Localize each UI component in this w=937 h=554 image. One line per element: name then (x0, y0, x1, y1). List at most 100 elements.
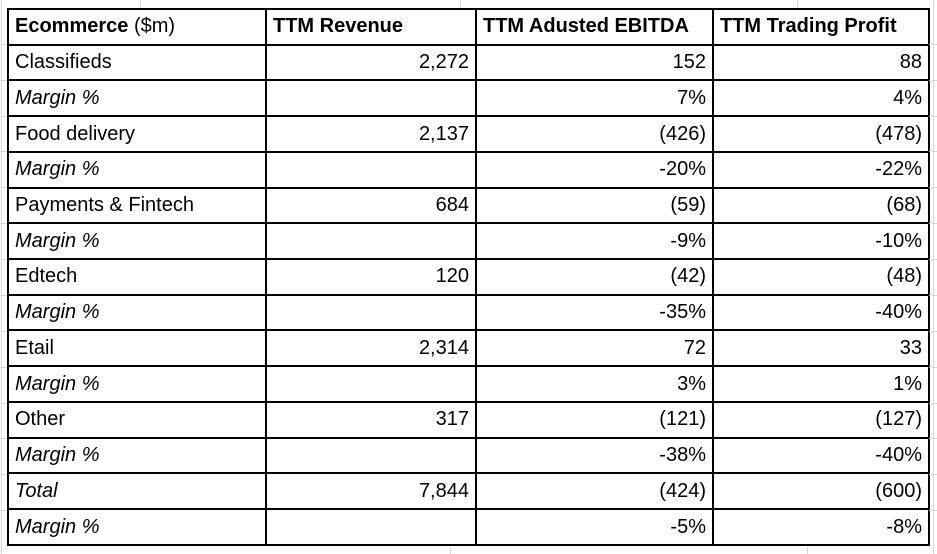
table-row-margin: Margin % -38% -40% (7, 436, 930, 475)
table-row-margin: Margin % -20% -22% (7, 150, 930, 189)
cell-profit: 33 (712, 329, 930, 368)
row-label: Payments & Fintech (7, 186, 267, 225)
gridline (0, 187, 7, 188)
row-label: Margin % (7, 365, 267, 403)
cell-profit: -8% (712, 508, 930, 546)
gridline (929, 295, 937, 296)
gridline (929, 44, 937, 45)
gridline (0, 403, 7, 404)
table-row-margin: Margin % 3% 1% (7, 365, 930, 403)
row-label: Other (7, 400, 267, 439)
cell-revenue (265, 508, 477, 546)
cell-revenue: 2,137 (265, 115, 477, 153)
gridline (0, 223, 7, 224)
cell-profit: -40% (712, 436, 930, 475)
gridline (929, 438, 937, 439)
cell-ebitda: -9% (475, 222, 714, 261)
row-label: Etail (7, 329, 267, 368)
gridline (929, 331, 937, 332)
gridline (929, 151, 937, 152)
header-bold-part: Ecommerce (15, 15, 129, 38)
gridline (0, 474, 7, 475)
table-row-margin: Margin % -5% -8% (7, 508, 930, 546)
row-label: Margin % (7, 222, 267, 261)
table-row-food-delivery: Food delivery 2,137 (426) (478) (7, 115, 930, 153)
cell-revenue: 2,272 (265, 43, 477, 82)
cell-profit: -40% (712, 293, 930, 332)
column-header-ttm-adusted-ebitda: TTM Adusted EBITDA (475, 8, 714, 46)
cell-ebitda: -5% (475, 508, 714, 546)
cell-ebitda: -38% (475, 436, 714, 475)
gridline (929, 187, 937, 188)
cell-profit: 1% (712, 365, 930, 403)
gridline (0, 295, 7, 296)
gridline (929, 259, 937, 260)
cell-profit: (478) (712, 115, 930, 153)
cell-ebitda: (42) (475, 258, 714, 296)
cell-revenue (265, 150, 477, 189)
gridline (0, 259, 7, 260)
cell-revenue (265, 436, 477, 475)
gridline (929, 223, 937, 224)
table-row-classifieds: Classifieds 2,272 152 88 (7, 43, 930, 82)
gridline (797, 0, 798, 8)
cell-revenue (265, 365, 477, 403)
cell-ebitda: (121) (475, 400, 714, 439)
gridline (0, 80, 7, 81)
cell-ebitda: (426) (475, 115, 714, 153)
row-label: Food delivery (7, 115, 267, 153)
cell-ebitda: -20% (475, 150, 714, 189)
cell-revenue (265, 79, 477, 118)
header-unit-part: ($m) (128, 15, 176, 38)
gridline (0, 331, 7, 332)
gridline (929, 510, 937, 511)
cell-profit: (48) (712, 258, 930, 296)
row-label: Classifieds (7, 43, 267, 82)
column-header-ttm-revenue: TTM Revenue (265, 8, 477, 46)
gridline (1, 0, 2, 554)
cell-revenue: 317 (265, 400, 477, 439)
cell-ebitda: 7% (475, 79, 714, 118)
cell-ebitda: 3% (475, 365, 714, 403)
table-row-other: Other 317 (121) (127) (7, 400, 930, 439)
gridline (450, 547, 451, 554)
column-header-ttm-trading-profit: TTM Trading Profit (712, 8, 930, 46)
table-row-margin: Margin % -9% -10% (7, 222, 930, 261)
table-row-payments-fintech: Payments & Fintech 684 (59) (68) (7, 186, 930, 225)
cell-profit: (127) (712, 400, 930, 439)
gridline (0, 367, 7, 368)
cell-ebitda: (59) (475, 186, 714, 225)
cell-ebitda: -35% (475, 293, 714, 332)
table-row-margin: Margin % -35% -40% (7, 293, 930, 332)
gridline (929, 403, 937, 404)
gridline (929, 474, 937, 475)
row-label: Edtech (7, 258, 267, 296)
cell-revenue (265, 222, 477, 261)
cell-ebitda: 72 (475, 329, 714, 368)
cell-ebitda: 152 (475, 43, 714, 82)
gridline (933, 0, 934, 554)
cell-revenue: 7,844 (265, 472, 477, 511)
cell-profit: -22% (712, 150, 930, 189)
gridline (0, 510, 7, 511)
cell-profit: 4% (712, 79, 930, 118)
cell-profit: (600) (712, 472, 930, 511)
gridline (929, 367, 937, 368)
gridline (0, 116, 7, 117)
cell-revenue: 120 (265, 258, 477, 296)
header-row: Ecommerce ($m) TTM Revenue TTM Adusted E… (7, 8, 930, 46)
cell-profit: (68) (712, 186, 930, 225)
row-label: Total (7, 472, 267, 511)
gridline (807, 547, 808, 554)
financial-table: Ecommerce ($m) TTM Revenue TTM Adusted E… (7, 8, 930, 546)
cell-profit: 88 (712, 43, 930, 82)
cell-revenue (265, 293, 477, 332)
cell-revenue: 2,314 (265, 329, 477, 368)
gridline (0, 44, 7, 45)
gridline (460, 0, 461, 8)
table-row-total: Total 7,844 (424) (600) (7, 472, 930, 511)
column-header-ecommerce: Ecommerce ($m) (7, 8, 267, 46)
gridline (0, 438, 7, 439)
gridline (0, 151, 7, 152)
